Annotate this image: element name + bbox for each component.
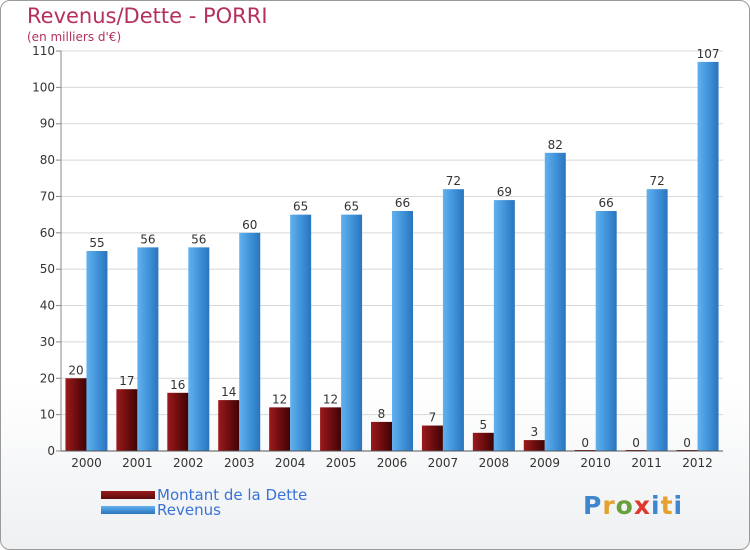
legend-swatch-debt bbox=[101, 490, 155, 499]
revenue-bar bbox=[442, 189, 464, 451]
revenue-value-label: 60 bbox=[242, 218, 257, 232]
debt-bar bbox=[523, 440, 545, 451]
x-tick-label: 2008 bbox=[479, 456, 510, 470]
revenue-value-label: 72 bbox=[649, 174, 664, 188]
revenue-bar bbox=[646, 189, 668, 451]
debt-bar bbox=[371, 421, 392, 451]
revenue-bar bbox=[544, 152, 566, 451]
debt-value-label: 0 bbox=[632, 436, 640, 450]
debt-bar bbox=[65, 378, 87, 451]
debt-bar bbox=[320, 407, 342, 451]
x-tick-label: 2012 bbox=[682, 456, 713, 470]
proxiti-logo: Proxiti bbox=[583, 491, 683, 520]
logo-char: o bbox=[615, 491, 634, 520]
debt-value-label: 17 bbox=[119, 374, 134, 388]
debt-bar bbox=[116, 389, 138, 451]
revenue-value-label: 65 bbox=[344, 200, 359, 214]
revenue-value-label: 66 bbox=[395, 196, 410, 210]
legend-swatch-revenue bbox=[101, 505, 155, 514]
chart-legend: Montant de la Dette Revenus bbox=[101, 485, 308, 519]
revenue-value-label: 56 bbox=[191, 232, 206, 246]
revenue-value-label: 66 bbox=[599, 196, 614, 210]
debt-bar bbox=[269, 407, 291, 451]
y-tick-label: 40 bbox=[40, 299, 55, 313]
y-tick-label: 80 bbox=[40, 153, 55, 167]
chart-title: Revenus/Dette - PORRI bbox=[27, 4, 268, 28]
x-tick-label: 2010 bbox=[580, 456, 611, 470]
debt-value-label: 14 bbox=[221, 385, 236, 399]
revenue-bar bbox=[493, 200, 515, 451]
revenue-bar bbox=[188, 247, 210, 451]
x-tick-label: 2011 bbox=[631, 456, 662, 470]
debt-bar bbox=[218, 400, 240, 451]
y-tick-label: 10 bbox=[40, 408, 55, 422]
y-tick-label: 100 bbox=[32, 80, 55, 94]
x-tick-label: 2002 bbox=[173, 456, 204, 470]
legend-label-debt: Montant de la Dette bbox=[157, 485, 308, 504]
logo-char: P bbox=[583, 491, 603, 520]
logo-char: t bbox=[660, 491, 674, 520]
revenue-bar bbox=[341, 214, 363, 451]
logo-char: i bbox=[673, 491, 684, 520]
debt-value-label: 5 bbox=[480, 418, 488, 432]
x-tick-label: 2004 bbox=[275, 456, 306, 470]
revenue-bar bbox=[392, 211, 413, 451]
y-tick-label: 50 bbox=[40, 262, 55, 276]
x-tick-label: 2009 bbox=[529, 456, 560, 470]
revenue-value-label: 69 bbox=[497, 185, 512, 199]
debt-value-label: 16 bbox=[170, 378, 185, 392]
x-tick-label: 2000 bbox=[71, 456, 102, 470]
debt-value-label: 0 bbox=[683, 436, 691, 450]
revenue-bar bbox=[239, 232, 261, 451]
revenue-value-label: 82 bbox=[548, 138, 563, 152]
y-tick-label: 30 bbox=[40, 335, 55, 349]
y-tick-label: 60 bbox=[40, 226, 55, 240]
y-tick-label: 0 bbox=[47, 444, 55, 458]
revenue-bar bbox=[86, 251, 108, 451]
debt-value-label: 3 bbox=[530, 425, 538, 439]
logo-char: i bbox=[651, 491, 661, 520]
debt-bar bbox=[421, 425, 443, 451]
legend-item-debt: Montant de la Dette bbox=[101, 485, 308, 504]
x-tick-label: 2005 bbox=[326, 456, 357, 470]
y-tick-label: 70 bbox=[40, 189, 55, 203]
revenue-bar bbox=[137, 247, 159, 451]
revenue-bar bbox=[697, 61, 719, 452]
debt-bar bbox=[167, 392, 189, 451]
y-tick-label: 110 bbox=[32, 44, 55, 58]
debt-value-label: 0 bbox=[581, 436, 589, 450]
revenue-value-label: 55 bbox=[89, 236, 104, 250]
revenue-value-label: 56 bbox=[140, 232, 155, 246]
legend-item-revenue: Revenus bbox=[101, 500, 307, 519]
y-tick-label: 20 bbox=[40, 371, 55, 385]
revenue-bar bbox=[290, 214, 312, 451]
debt-value-label: 12 bbox=[323, 392, 338, 406]
revenue-value-label: 65 bbox=[293, 200, 308, 214]
debt-value-label: 12 bbox=[272, 392, 287, 406]
x-tick-label: 2007 bbox=[428, 456, 459, 470]
logo-char: r bbox=[602, 491, 616, 520]
revenue-value-label: 107 bbox=[697, 47, 720, 61]
revenue-bar bbox=[595, 211, 617, 451]
debt-value-label: 7 bbox=[429, 411, 437, 425]
logo-char: x bbox=[633, 491, 651, 520]
x-tick-label: 2003 bbox=[224, 456, 255, 470]
debt-value-label: 20 bbox=[68, 363, 83, 377]
debt-value-label: 8 bbox=[378, 407, 386, 421]
legend-label-revenue: Revenus bbox=[157, 500, 221, 519]
x-tick-label: 2001 bbox=[122, 456, 153, 470]
revenue-value-label: 72 bbox=[446, 174, 461, 188]
x-tick-label: 2006 bbox=[377, 456, 408, 470]
y-tick-label: 90 bbox=[40, 117, 55, 131]
chart-subtitle: (en milliers d'€) bbox=[27, 30, 122, 44]
debt-bar bbox=[472, 432, 494, 451]
